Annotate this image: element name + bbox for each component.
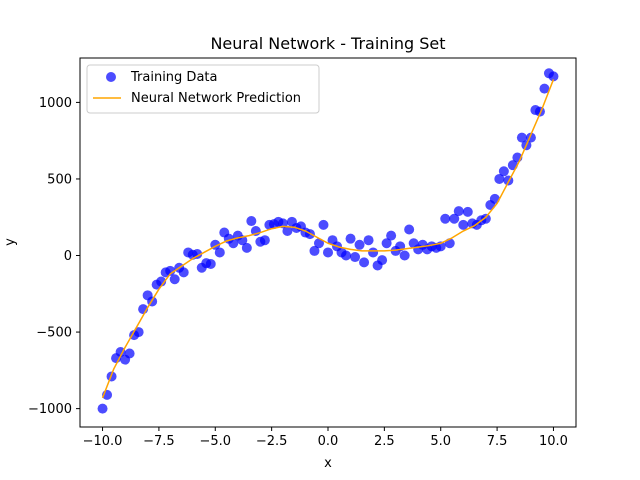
training-data-point bbox=[313, 238, 324, 249]
training-data-point bbox=[165, 265, 176, 276]
y-tick-label: 1000 bbox=[39, 96, 72, 111]
legend: Training Data Neural Network Prediction bbox=[86, 64, 320, 114]
training-data-point bbox=[323, 247, 333, 258]
training-data-point bbox=[341, 250, 352, 261]
training-data-point bbox=[282, 226, 293, 237]
training-data-point bbox=[548, 71, 559, 82]
training-data-point bbox=[386, 230, 397, 241]
training-data-point bbox=[246, 216, 257, 227]
legend-label-nn-prediction: Neural Network Prediction bbox=[131, 91, 301, 106]
training-data-point bbox=[115, 346, 126, 357]
training-data-point bbox=[214, 247, 225, 258]
training-data-point bbox=[259, 235, 270, 246]
training-data-point bbox=[368, 247, 379, 258]
x-tick-label: 5.0 bbox=[430, 434, 451, 449]
y-axis-label: y bbox=[3, 238, 18, 246]
x-tick-label: −5.0 bbox=[199, 434, 231, 449]
training-data-point bbox=[228, 238, 239, 249]
training-data-point bbox=[350, 252, 361, 263]
training-data-point bbox=[480, 213, 491, 224]
x-tick-label: 2.5 bbox=[374, 434, 395, 449]
x-tick-label: 7.5 bbox=[487, 434, 508, 449]
training-data-point bbox=[458, 219, 469, 230]
training-data-point bbox=[381, 238, 392, 249]
training-data-point bbox=[404, 224, 415, 235]
training-data-point bbox=[363, 235, 374, 246]
training-data-point bbox=[462, 206, 473, 217]
training-data-point bbox=[345, 233, 356, 244]
nn-prediction-line bbox=[101, 79, 555, 399]
training-data-point bbox=[359, 257, 370, 268]
legend-label-training-data: Training Data bbox=[130, 70, 217, 85]
y-tick-label: 500 bbox=[47, 172, 72, 187]
training-data-point bbox=[169, 274, 180, 285]
training-data-point bbox=[399, 250, 410, 261]
training-data-point bbox=[124, 348, 135, 359]
training-data-point bbox=[440, 213, 451, 224]
training-data-point bbox=[178, 267, 189, 278]
training-data-point bbox=[539, 83, 550, 94]
training-data-point bbox=[489, 193, 500, 204]
training-data-point bbox=[192, 248, 203, 259]
y-tick-label: −1000 bbox=[28, 402, 72, 417]
legend-marker-training-data bbox=[106, 72, 116, 82]
training-data-point bbox=[205, 258, 216, 269]
y-tick-label: −500 bbox=[36, 326, 72, 341]
y-tick-label: 0 bbox=[64, 249, 72, 264]
training-data-point bbox=[133, 327, 144, 338]
training-data-point bbox=[318, 219, 329, 230]
x-tick-label: 10.0 bbox=[539, 434, 568, 449]
training-data-point bbox=[354, 239, 365, 250]
chart-title: Neural Network - Training Set bbox=[210, 34, 445, 53]
x-axis: −10.0 −7.5 −5.0 −2.5 0.0 2.5 5.0 7.5 10.0 bbox=[83, 427, 568, 449]
y-axis: −1000 −500 0 500 1000 bbox=[28, 96, 80, 417]
training-data-point bbox=[494, 173, 505, 184]
x-tick-label: 0.0 bbox=[318, 434, 339, 449]
x-tick-label: −2.5 bbox=[256, 434, 288, 449]
training-data-point bbox=[97, 403, 108, 414]
training-data-point bbox=[449, 213, 460, 224]
training-data-point bbox=[156, 276, 167, 287]
x-axis-label: x bbox=[324, 456, 332, 471]
training-data-point bbox=[453, 206, 464, 217]
x-tick-label: −10.0 bbox=[83, 434, 123, 449]
training-data-point bbox=[241, 242, 252, 253]
x-tick-label: −7.5 bbox=[143, 434, 175, 449]
legend-box bbox=[86, 64, 320, 114]
training-data-point bbox=[309, 245, 320, 256]
training-data-point bbox=[377, 255, 388, 266]
training-data-point bbox=[516, 132, 527, 143]
training-data-point bbox=[498, 166, 509, 177]
